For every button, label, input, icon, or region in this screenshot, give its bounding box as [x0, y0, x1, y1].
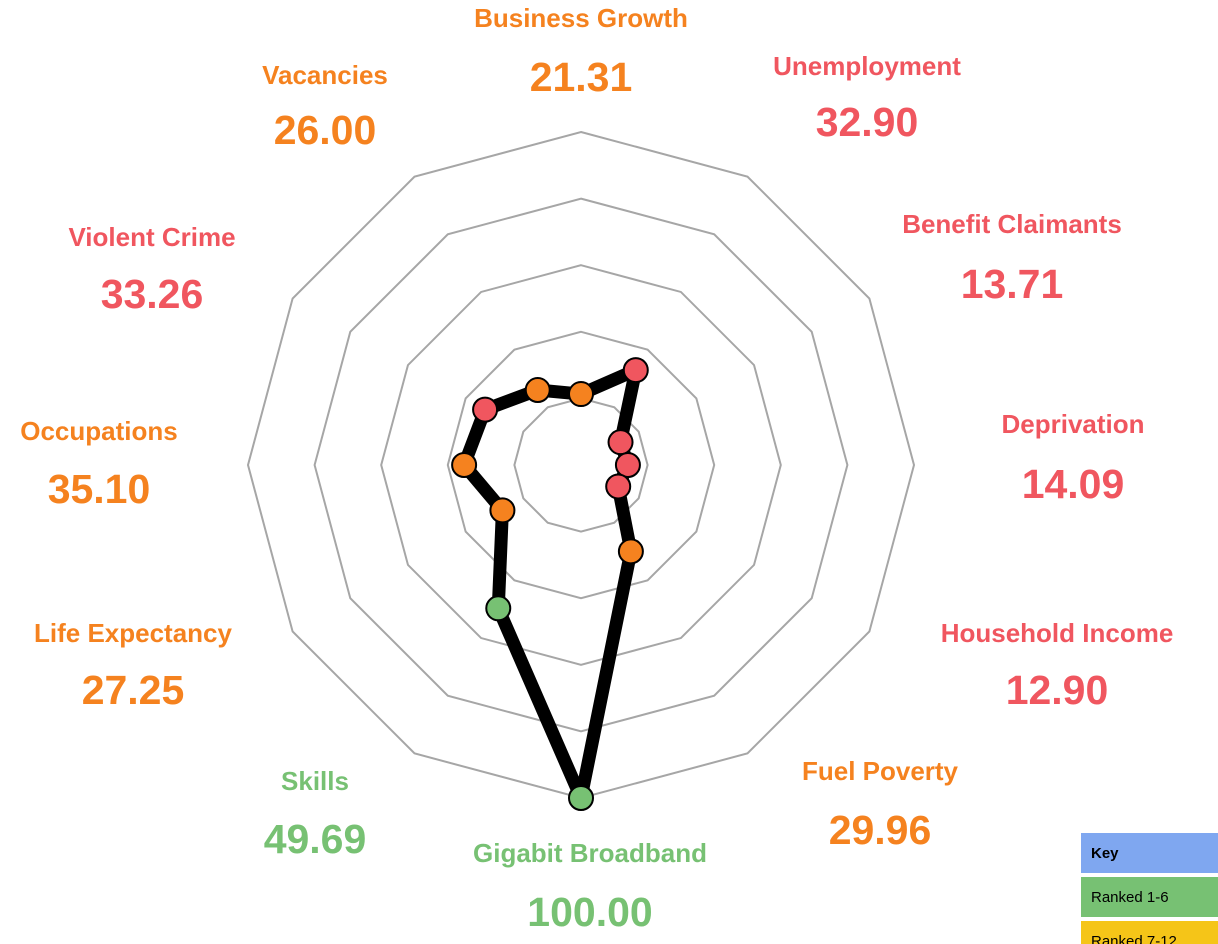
- data-point: [622, 357, 649, 384]
- grid-ring: [446, 330, 716, 600]
- axis-label: Violent Crime: [68, 222, 235, 252]
- legend-label: Ranked 7-12: [1091, 933, 1177, 944]
- axis-label: Fuel Poverty: [802, 756, 959, 786]
- value-label: 29.96: [829, 807, 932, 853]
- axis-label: Skills: [281, 766, 349, 796]
- value-label: 49.69: [264, 816, 367, 862]
- value-label: 13.71: [961, 261, 1064, 307]
- grid-ring: [380, 264, 782, 666]
- value-label: 26.00: [274, 107, 377, 153]
- value-label: 100.00: [527, 889, 652, 935]
- axis-label: Business Growth: [474, 3, 688, 33]
- data-point: [614, 452, 641, 478]
- axis-label: Occupations: [20, 416, 177, 446]
- data-point: [472, 396, 499, 423]
- legend-swatch: [1081, 877, 1218, 917]
- data-point: [568, 785, 594, 811]
- value-label: 21.31: [530, 54, 633, 100]
- grid-ring: [513, 397, 649, 533]
- axis-label: Gigabit Broadband: [473, 838, 707, 868]
- legend-label: Ranked 1-6: [1091, 889, 1169, 906]
- value-label: 33.26: [101, 271, 204, 317]
- legend-header: [1081, 833, 1218, 873]
- axis-label: Life Expectancy: [34, 618, 233, 648]
- value-label: 35.10: [48, 466, 151, 512]
- value-label: 27.25: [82, 667, 185, 713]
- axis-label: Unemployment: [773, 51, 961, 81]
- grid-ring: [313, 197, 849, 733]
- value-label: 14.09: [1022, 461, 1125, 507]
- data-point: [568, 381, 594, 408]
- value-label: 32.90: [816, 99, 919, 145]
- data-point: [451, 452, 478, 478]
- legend-title: Key: [1091, 845, 1119, 862]
- data-point: [524, 377, 551, 404]
- axis-label: Household Income: [941, 618, 1174, 648]
- grid-ring: [246, 130, 916, 800]
- data-point: [485, 595, 512, 622]
- data-point: [607, 429, 634, 456]
- data-point: [489, 497, 516, 524]
- axis-label: Deprivation: [1001, 409, 1144, 439]
- axis-label: Vacancies: [262, 60, 388, 90]
- data-point: [605, 473, 632, 500]
- data-point: [617, 538, 644, 565]
- axis-label: Benefit Claimants: [902, 209, 1122, 239]
- legend-swatch: [1081, 921, 1218, 944]
- radar-line: [457, 363, 643, 805]
- value-label: 12.90: [1006, 667, 1109, 713]
